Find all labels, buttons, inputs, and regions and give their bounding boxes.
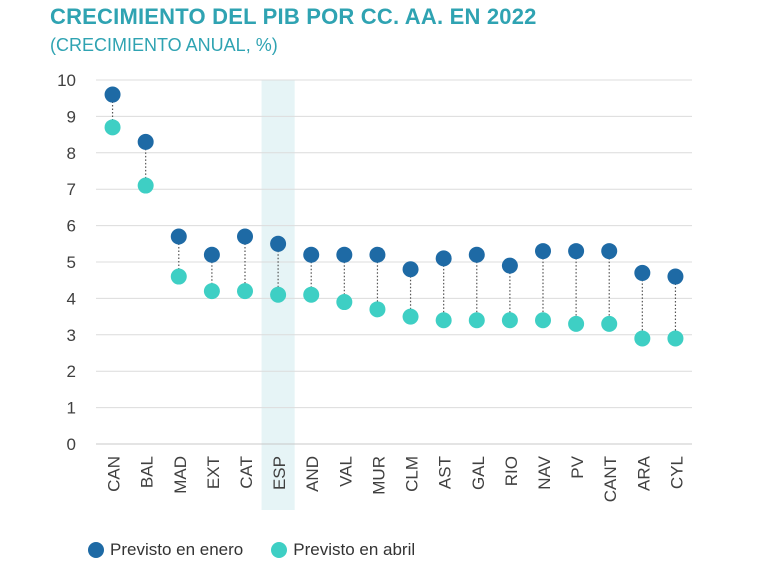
point-enero-ast [435,250,452,267]
chart-subtitle: (CRECIMIENTO ANUAL, %) [50,35,278,55]
legend-item-abril: Previsto en abril [271,540,415,560]
point-abril-bal [137,177,154,194]
point-enero-cant [601,243,618,260]
y-tick-label: 0 [67,435,76,454]
point-abril-rio [501,312,518,329]
point-enero-ext [203,246,220,263]
point-abril-can [104,119,121,136]
legend-marker-abril [271,542,288,558]
y-tick-label: 9 [67,107,76,126]
point-enero-gal [468,246,485,263]
x-tick-label: CLM [403,456,422,492]
x-tick-label: AND [303,456,322,492]
y-tick-label: 2 [67,362,76,381]
x-tick-label: VAL [336,456,355,487]
point-enero-val [336,246,353,263]
y-tick-label: 3 [67,326,76,345]
point-enero-ara [634,264,651,281]
legend-item-enero: Previsto en enero [88,540,243,560]
chart-title: CRECIMIENTO DEL PIB POR CC. AA. EN 2022 [50,4,537,29]
point-enero-clm [402,261,419,278]
dumbbell-chart: 0 1 2 3 4 5 6 7 8 9 10 CAN BAL MAD EXT CAT ESP AND VAL MUR C… [57,71,692,510]
x-tick-label: GAL [469,456,488,490]
point-enero-mad [170,228,187,245]
point-abril-pv [568,315,585,332]
point-abril-cant [601,315,618,332]
x-tick-label: CAT [237,456,256,489]
point-enero-rio [501,257,518,274]
point-abril-clm [402,308,419,325]
x-tick-label: NAV [535,455,554,489]
point-abril-mad [170,268,187,285]
x-tick-label: BAL [138,456,157,488]
point-abril-gal [468,312,485,329]
point-enero-cat [237,228,253,245]
point-abril-cat [237,283,253,300]
y-tick-label: 6 [67,217,76,236]
legend-marker-enero [88,542,104,558]
y-tick-label: 5 [67,253,76,272]
point-enero-nav [535,243,551,260]
point-abril-mur [369,301,386,318]
point-enero-bal [137,133,154,150]
point-abril-nav [535,312,551,329]
x-tick-label: CYL [667,456,686,489]
point-enero-esp [270,235,287,252]
point-abril-ara [634,330,651,347]
y-tick-label: 1 [67,399,76,418]
x-tick-label: CAN [105,456,124,492]
x-tick-label: CANT [601,456,620,502]
y-tick-label: 4 [67,289,76,308]
x-tick-label: MUR [369,456,388,495]
point-abril-ext [203,283,220,300]
legend-label-abril: Previsto en abril [293,540,416,559]
x-tick-label: PV [568,455,587,478]
legend-label-enero: Previsto en enero [110,540,244,559]
point-abril-val [336,294,353,311]
point-enero-cyl [667,268,684,285]
point-abril-ast [435,312,452,329]
x-tick-label: AST [436,456,455,489]
y-tick-label: 8 [67,144,76,163]
x-tick-label: ARA [634,455,653,491]
point-abril-cyl [667,330,684,347]
chart-legend: Previsto en enero Previsto en abril [88,540,443,560]
x-tick-label: MAD [171,456,190,494]
x-tick-label: EXT [204,456,223,489]
point-enero-can [104,86,121,103]
x-tick-label: RIO [502,456,521,486]
point-enero-and [303,246,320,263]
y-tick-label: 10 [57,71,76,90]
y-tick-label: 7 [67,180,76,199]
point-enero-mur [369,246,386,263]
point-abril-esp [270,286,287,303]
x-tick-label: ESP [270,456,289,490]
point-enero-pv [568,243,585,260]
point-abril-and [303,286,320,303]
